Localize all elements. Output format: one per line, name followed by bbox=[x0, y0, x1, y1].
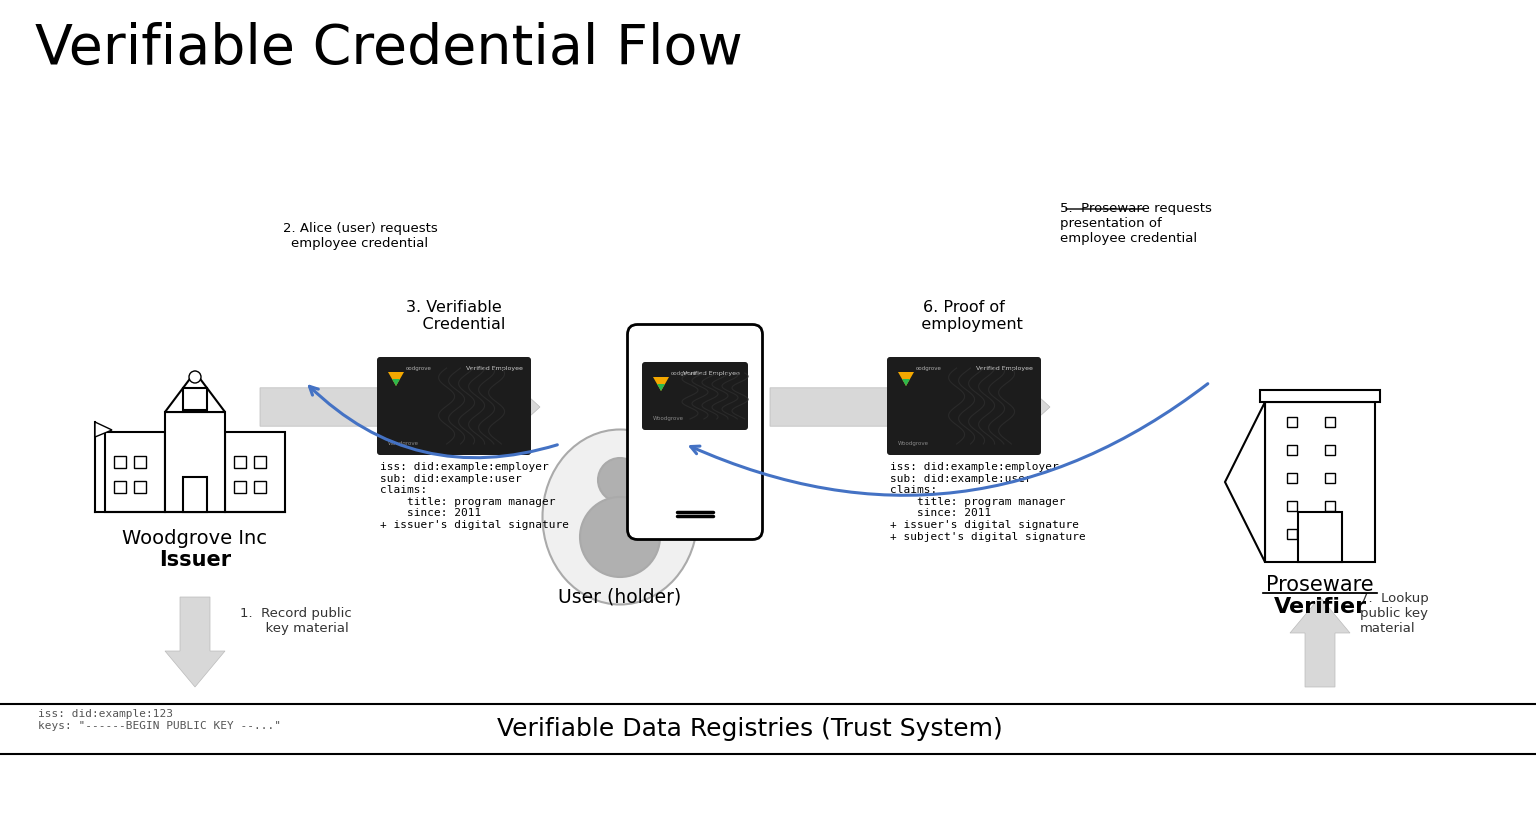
Text: Digital Wallet: Digital Wallet bbox=[630, 473, 760, 492]
Polygon shape bbox=[899, 372, 914, 386]
Bar bbox=[1326, 473, 1335, 483]
Text: User (holder): User (holder) bbox=[559, 588, 682, 607]
Polygon shape bbox=[392, 379, 399, 386]
Polygon shape bbox=[95, 422, 112, 437]
Text: iss: did:example:employer
sub: did:example:user
claims:
    title: program manag: iss: did:example:employer sub: did:examp… bbox=[889, 462, 1086, 542]
Text: Verified Employee: Verified Employee bbox=[684, 371, 740, 376]
Polygon shape bbox=[653, 377, 670, 391]
Text: 5.  Proseware requests
presentation of
employee credential: 5. Proseware requests presentation of em… bbox=[1060, 202, 1212, 245]
Text: Verifiable Credential Flow: Verifiable Credential Flow bbox=[35, 22, 743, 76]
Polygon shape bbox=[1226, 402, 1266, 562]
Bar bbox=[233, 456, 246, 468]
Text: 2. Alice (user) requests
employee credential: 2. Alice (user) requests employee creden… bbox=[283, 222, 438, 250]
Polygon shape bbox=[389, 372, 404, 386]
Bar bbox=[233, 481, 246, 493]
Bar bbox=[1326, 501, 1335, 511]
Bar bbox=[183, 477, 207, 512]
Ellipse shape bbox=[581, 497, 660, 577]
Text: Woodgrove Inc: Woodgrove Inc bbox=[123, 529, 267, 548]
Text: Verified Employee: Verified Employee bbox=[975, 366, 1034, 371]
Bar bbox=[1287, 529, 1296, 539]
Bar bbox=[253, 456, 266, 468]
Bar bbox=[114, 481, 126, 493]
Text: 7.  Lookup
public key
material: 7. Lookup public key material bbox=[1359, 592, 1428, 635]
Text: Verified Employee: Verified Employee bbox=[465, 366, 522, 371]
Bar bbox=[253, 481, 266, 493]
Text: Verifiable Data Registries (Trust System): Verifiable Data Registries (Trust System… bbox=[498, 717, 1003, 741]
Text: iss: did:example:employer
sub: did:example:user
claims:
    title: program manag: iss: did:example:employer sub: did:examp… bbox=[379, 462, 568, 530]
Polygon shape bbox=[770, 367, 1051, 447]
Bar bbox=[1298, 512, 1342, 562]
Polygon shape bbox=[1290, 597, 1350, 687]
FancyBboxPatch shape bbox=[642, 362, 748, 430]
Text: 6. Proof of
   employment: 6. Proof of employment bbox=[906, 300, 1023, 332]
Text: 4. Accept: 4. Accept bbox=[659, 347, 731, 362]
Text: Woodgrove: Woodgrove bbox=[899, 441, 929, 446]
Text: oodgrove: oodgrove bbox=[406, 366, 432, 371]
Bar bbox=[1266, 402, 1375, 562]
Text: App: App bbox=[676, 491, 714, 510]
Bar bbox=[104, 432, 164, 512]
Bar bbox=[164, 412, 224, 512]
Text: Issuer: Issuer bbox=[158, 550, 230, 570]
FancyBboxPatch shape bbox=[886, 357, 1041, 455]
Text: oodgrove: oodgrove bbox=[915, 366, 942, 371]
Bar bbox=[1260, 390, 1379, 402]
Bar bbox=[1326, 417, 1335, 427]
Text: iss: did:example:123
keys: "------BEGIN PUBLIC KEY --...": iss: did:example:123 keys: "------BEGIN … bbox=[38, 709, 281, 731]
Text: Proseware: Proseware bbox=[1266, 575, 1373, 595]
Polygon shape bbox=[260, 367, 541, 447]
Bar bbox=[1326, 445, 1335, 455]
Bar bbox=[1287, 417, 1296, 427]
Circle shape bbox=[189, 371, 201, 383]
Bar bbox=[224, 432, 286, 512]
Text: Woodgrove: Woodgrove bbox=[653, 416, 684, 421]
Text: Woodgrove: Woodgrove bbox=[389, 441, 419, 446]
FancyBboxPatch shape bbox=[376, 357, 531, 455]
Circle shape bbox=[598, 458, 642, 502]
Ellipse shape bbox=[542, 430, 697, 604]
Bar bbox=[183, 388, 207, 410]
Text: credential: credential bbox=[656, 364, 733, 380]
Bar bbox=[114, 456, 126, 468]
Bar bbox=[134, 456, 146, 468]
Text: oodgrove: oodgrove bbox=[671, 371, 697, 376]
Polygon shape bbox=[164, 597, 224, 687]
Polygon shape bbox=[657, 384, 665, 391]
Text: Verifier: Verifier bbox=[1273, 597, 1367, 617]
Text: 1.  Record public
      key material: 1. Record public key material bbox=[240, 607, 352, 635]
Bar bbox=[1287, 445, 1296, 455]
Bar bbox=[1287, 501, 1296, 511]
Polygon shape bbox=[902, 379, 909, 386]
Bar bbox=[1287, 473, 1296, 483]
FancyBboxPatch shape bbox=[628, 325, 762, 539]
Bar bbox=[1326, 529, 1335, 539]
Bar bbox=[134, 481, 146, 493]
Polygon shape bbox=[164, 372, 224, 412]
Text: 3. Verifiable
    Credential: 3. Verifiable Credential bbox=[402, 300, 505, 332]
